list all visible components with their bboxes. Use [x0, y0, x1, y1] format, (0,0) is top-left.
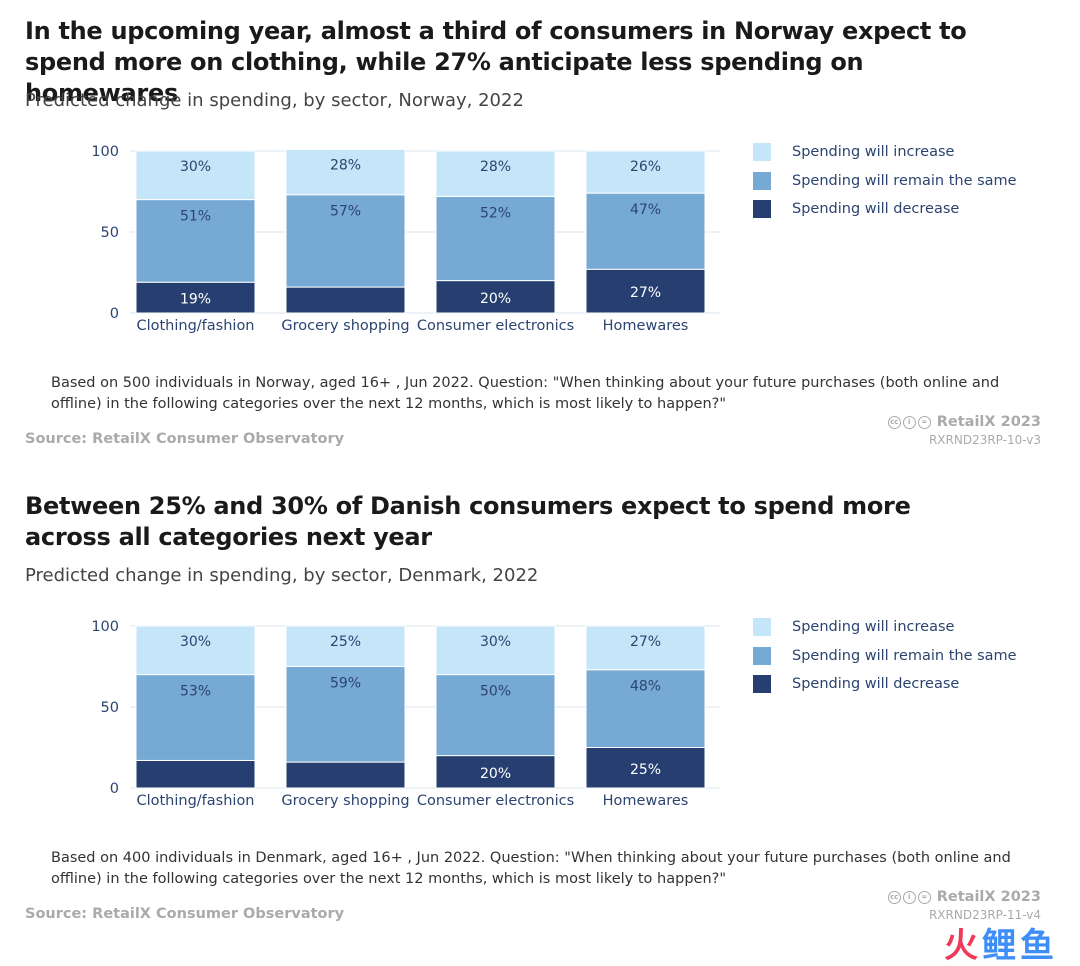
legend-item-increase[interactable]: Spending will increase — [753, 138, 1017, 167]
bar-segment — [435, 150, 556, 197]
watermark-logo: 火鲤鱼 — [944, 926, 1058, 966]
x-tick-label: Clothing/fashion — [136, 793, 254, 809]
legend-label: Spending will decrease — [792, 201, 960, 218]
legend-label: Spending will remain the same — [792, 647, 1017, 664]
y-tick-label: 0 — [110, 781, 119, 797]
bar-segment — [435, 195, 556, 282]
data-label: 28% — [330, 157, 361, 173]
creative-commons-icon: cc i = — [887, 890, 933, 904]
x-tick-label: Clothing/fashion — [136, 318, 254, 334]
bar-segment — [135, 199, 256, 283]
legend-swatch-same — [753, 646, 771, 665]
data-label: 59% — [330, 676, 361, 692]
data-label: 30% — [180, 634, 211, 650]
x-tick-label: Homewares — [603, 318, 689, 334]
chart-note: Based on 500 individuals in Norway, aged… — [51, 375, 1000, 412]
bar-segment — [285, 286, 406, 314]
data-label: 26% — [630, 159, 661, 175]
y-tick-label: 0 — [110, 306, 119, 322]
legend-item-same[interactable]: Spending will remain the same — [753, 642, 1017, 671]
data-label: 47% — [630, 202, 661, 218]
data-label: 20% — [480, 291, 511, 307]
chart-source: Source: RetailX Consumer Observatory — [25, 431, 345, 447]
bar-segment — [435, 280, 556, 314]
legend-item-increase[interactable]: Spending will increase — [753, 613, 1017, 642]
legend-label: Spending will increase — [792, 619, 955, 636]
legend-item-decrease[interactable]: Spending will decrease — [753, 195, 1017, 224]
data-label: 28% — [480, 159, 511, 175]
chart-legend: Spending will increase Spending will rem… — [753, 613, 1017, 699]
bar-segment — [135, 281, 256, 314]
creative-commons-icon: cc i = — [887, 415, 933, 429]
x-tick-label: Consumer electronics — [417, 318, 574, 334]
data-label: 57% — [330, 204, 361, 220]
data-label: 25% — [330, 634, 361, 650]
bar-segment — [285, 625, 406, 667]
y-tick-label: 100 — [91, 144, 119, 160]
chart-credit: cc i = RetailX 2023 RXRND23RP-11-v4 — [887, 889, 1041, 922]
bar-segment — [285, 761, 406, 789]
chart-subtitle: Predicted change in spending, by sector,… — [25, 90, 524, 111]
bar-segment — [285, 194, 406, 288]
data-label: 50% — [480, 684, 511, 700]
stacked-bar-chart-norway: 0 50 100 19% 51% 30% Clothing/fashion 57% 28% Gro… — [91, 144, 720, 334]
bar-segment — [285, 148, 406, 196]
x-tick-label: Grocery shopping — [281, 793, 409, 809]
data-label: 30% — [180, 159, 211, 175]
data-label: 19% — [180, 292, 211, 308]
bar-segment — [585, 268, 706, 314]
data-label: 52% — [480, 205, 511, 221]
chart-legend: Spending will increase Spending will rem… — [753, 138, 1017, 224]
bar-segment — [135, 625, 256, 676]
legend-item-same[interactable]: Spending will remain the same — [753, 167, 1017, 196]
bar-segment — [135, 759, 256, 789]
y-tick-label: 50 — [101, 225, 119, 241]
bar-segment — [135, 150, 256, 201]
chart-subtitle: Predicted change in spending, by sector,… — [25, 565, 539, 586]
data-label: 27% — [630, 285, 661, 301]
chart-note: Based on 400 individuals in Denmark, age… — [51, 850, 1011, 887]
legend-swatch-same — [753, 171, 771, 190]
legend-item-decrease[interactable]: Spending will decrease — [753, 670, 1017, 699]
bar-segment — [585, 192, 706, 270]
bar-segment — [435, 755, 556, 789]
bar-segment — [135, 674, 256, 761]
y-tick-label: 100 — [91, 619, 119, 635]
data-label: 30% — [480, 634, 511, 650]
bar-segment — [585, 625, 706, 671]
chart-credit: cc i = RetailX 2023 RXRND23RP-10-v3 — [887, 414, 1041, 447]
data-label: 48% — [630, 679, 661, 695]
stacked-bar-chart-denmark: 0 50 100 53% 30% Clothing/fashion 59% 25% Grocer… — [91, 619, 720, 809]
chart-title: Between 25% and 30% of Danish consumers … — [25, 492, 911, 551]
data-label: 53% — [180, 684, 211, 700]
data-label: 20% — [480, 766, 511, 782]
legend-swatch-increase — [753, 143, 771, 162]
legend-swatch-decrease — [753, 200, 771, 219]
chart-code: RXRND23RP-11-v4 — [928, 908, 1041, 922]
x-tick-label: Homewares — [603, 793, 689, 809]
legend-label: Spending will increase — [792, 144, 955, 161]
bar-segment — [585, 150, 706, 194]
data-label: 51% — [180, 209, 211, 225]
data-label: 27% — [630, 634, 661, 650]
credit-text: RetailX 2023 — [936, 414, 1041, 430]
credit-text: RetailX 2023 — [936, 889, 1041, 905]
x-tick-label: Grocery shopping — [281, 318, 409, 334]
chart-title: In the upcoming year, almost a third of … — [25, 17, 967, 107]
chart-code: RXRND23RP-10-v3 — [928, 433, 1041, 447]
bar-segment — [435, 625, 556, 676]
chart-source: Source: RetailX Consumer Observatory — [25, 906, 345, 922]
legend-swatch-increase — [753, 618, 771, 637]
legend-label: Spending will remain the same — [792, 172, 1017, 189]
bar-segment — [285, 666, 406, 763]
legend-label: Spending will decrease — [792, 676, 960, 693]
y-tick-label: 50 — [101, 700, 119, 716]
legend-swatch-decrease — [753, 675, 771, 694]
x-tick-label: Consumer electronics — [417, 793, 574, 809]
bar-segment — [585, 747, 706, 789]
data-label: 25% — [630, 762, 661, 778]
